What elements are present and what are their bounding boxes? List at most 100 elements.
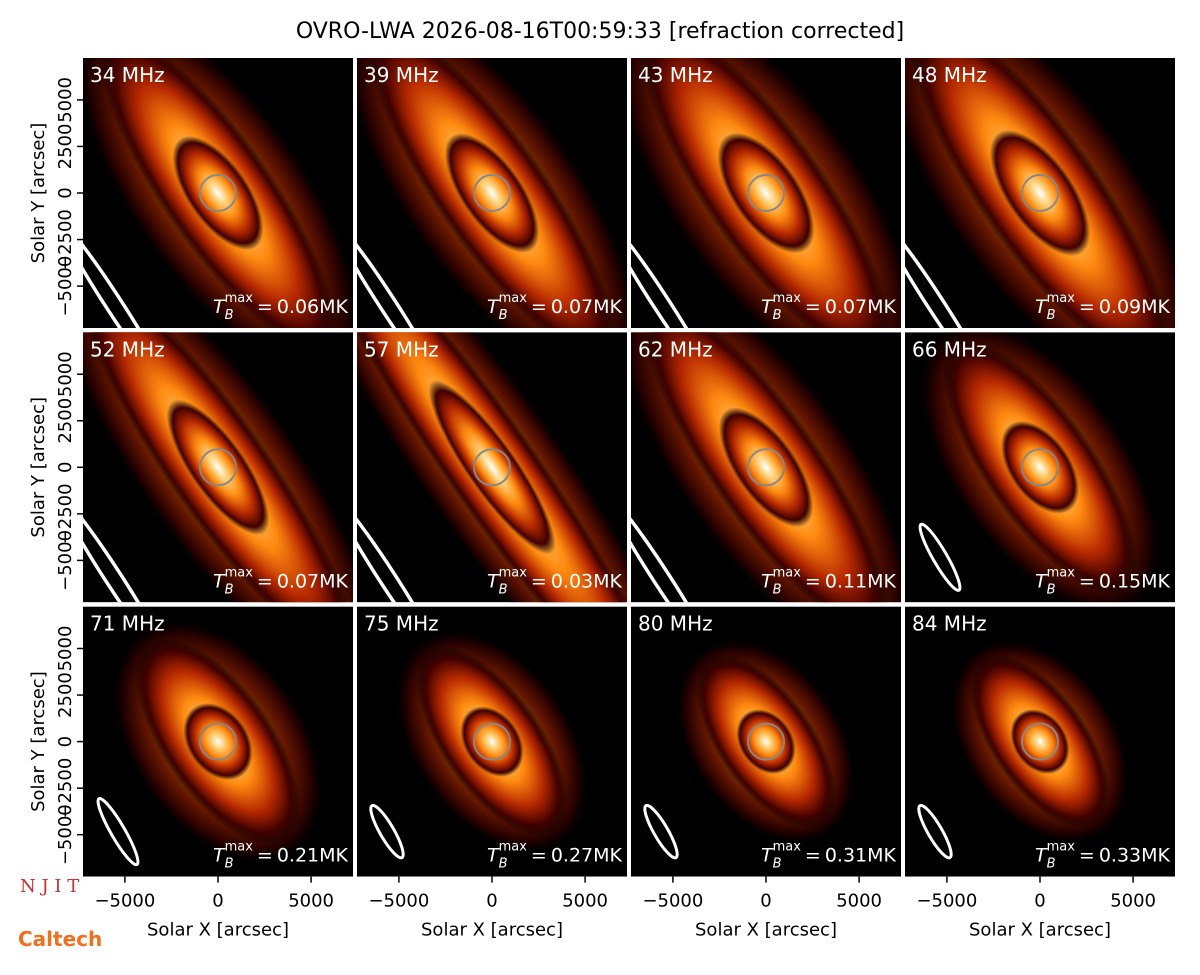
x-tick-label: −5000 [368, 891, 429, 912]
tb-symbol: T [761, 845, 774, 867]
tmax-value: 0.07MK [551, 296, 623, 318]
y-tick-label: 2500 [55, 398, 76, 444]
tb-symbol: T [487, 570, 500, 592]
emission-core [717, 132, 815, 254]
tb-eq: = [805, 570, 821, 592]
panel [905, 332, 1175, 603]
x-tick-label: 0 [212, 891, 223, 912]
tb-symbol: T [1035, 296, 1048, 318]
solar-disk [1021, 174, 1059, 212]
emission-core [989, 129, 1091, 257]
panel [357, 606, 627, 877]
x-tick-label: −5000 [916, 891, 977, 912]
y-tick-label: 0 [55, 187, 76, 198]
solar-disk [1021, 448, 1059, 487]
solar-disk [747, 722, 785, 761]
tmax-value: 0.27MK [551, 845, 623, 867]
solar-disk [473, 448, 511, 487]
panel [357, 58, 627, 328]
tmax-label: TBmax = 0.07MK [213, 565, 348, 597]
tb-eq: = [531, 845, 547, 867]
tb-sub: B [773, 857, 782, 872]
tb-eq: = [1079, 296, 1095, 318]
tb-symbol: T [213, 296, 226, 318]
panel [83, 58, 353, 328]
beam [917, 803, 953, 860]
beam [96, 797, 140, 867]
tb-sup: max [225, 840, 254, 855]
solar-disk [199, 722, 237, 761]
tmax-label: TBmax = 0.07MK [761, 291, 896, 323]
y-tick-label: 0 [55, 736, 76, 747]
tmax-label: TBmax = 0.07MK [487, 291, 622, 323]
x-tick-label: 5000 [288, 891, 334, 912]
solar-disk [199, 174, 237, 212]
tb-sub: B [225, 582, 234, 597]
solar-disk [199, 448, 237, 487]
tb-eq: = [805, 296, 821, 318]
tmax-label: TBmax = 0.21MK [213, 840, 348, 872]
solar-disk [473, 174, 511, 212]
tb-sub: B [499, 308, 508, 323]
tb-eq: = [805, 845, 821, 867]
frequency-label: 43 MHz [638, 63, 713, 87]
solar-disk [747, 448, 785, 487]
emission-core [172, 135, 264, 251]
tmax-label: TBmax = 0.27MK [487, 840, 622, 872]
emission-core [1010, 709, 1070, 775]
x-tick-label: 0 [760, 891, 771, 912]
tmax-value: 0.03MK [551, 570, 623, 592]
frequency-label: 34 MHz [90, 63, 165, 87]
tb-sup: max [1047, 291, 1076, 306]
panel [905, 606, 1175, 877]
y-tick-label: −5000 [55, 530, 76, 591]
y-tick-label: 5000 [55, 77, 76, 123]
panel [357, 332, 627, 603]
y-tick-label: −2500 [55, 758, 76, 819]
tb-sub: B [1047, 857, 1056, 872]
y-tick-label: −5000 [55, 804, 76, 865]
emission-core [1001, 420, 1079, 514]
tmax-value: 0.11MK [825, 570, 897, 592]
frequency-label: 39 MHz [364, 63, 439, 87]
beam [631, 221, 715, 328]
y-axis-label: Solar Y [arcsec] [28, 671, 49, 812]
tb-symbol: T [487, 296, 500, 318]
tb-sup: max [1047, 840, 1076, 855]
tmax-label: TBmax = 0.31MK [761, 840, 896, 872]
tb-symbol: T [1035, 570, 1048, 592]
beam [643, 803, 679, 860]
tmax-value: 0.07MK [277, 570, 349, 592]
tb-sup: max [773, 840, 802, 855]
tb-sub: B [773, 582, 782, 597]
tb-eq: = [531, 570, 547, 592]
y-axis-label: Solar Y [arcsec] [28, 397, 49, 538]
y-tick-label: 0 [55, 462, 76, 473]
y-tick-label: 5000 [55, 351, 76, 397]
x-axis-label: Solar X [arcsec] [969, 920, 1111, 941]
tb-sub: B [1047, 582, 1056, 597]
x-tick-label: −5000 [642, 891, 703, 912]
tb-eq: = [257, 570, 273, 592]
tmax-label: TBmax = 0.11MK [761, 565, 896, 597]
frequency-label: 48 MHz [912, 63, 987, 87]
x-tick-label: 5000 [1110, 891, 1156, 912]
y-tick-label: −5000 [55, 256, 76, 317]
tb-sup: max [773, 565, 802, 580]
beam [905, 221, 989, 328]
emission-core [736, 709, 796, 775]
frequency-label: 57 MHz [364, 337, 439, 361]
panel [631, 606, 901, 877]
y-axis-label: Solar Y [arcsec] [28, 123, 49, 264]
frequency-label: 80 MHz [638, 612, 713, 636]
tb-sub: B [225, 308, 234, 323]
tb-sup: max [773, 291, 802, 306]
tb-symbol: T [213, 570, 226, 592]
frequency-label: 62 MHz [638, 337, 713, 361]
tb-symbol: T [761, 570, 774, 592]
emission-core [718, 407, 814, 528]
tb-eq: = [1079, 845, 1095, 867]
emission-core [444, 133, 540, 253]
tmax-label: TBmax = 0.15MK [1035, 565, 1170, 597]
